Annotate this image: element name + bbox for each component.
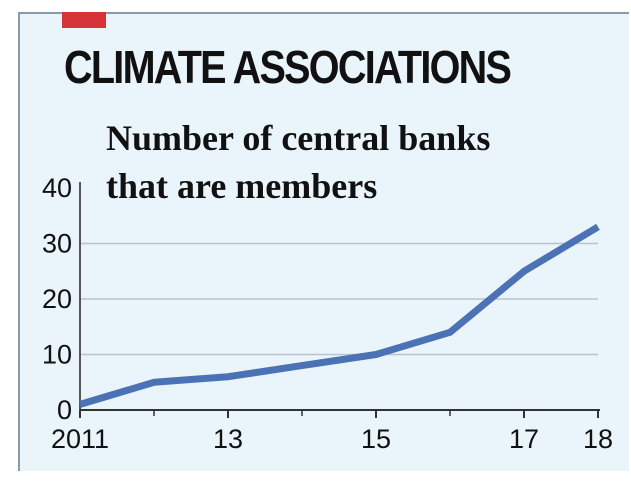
- subtitle-line-2: that are members: [106, 166, 378, 206]
- series-layer: [78, 223, 600, 408]
- x-tick-label-17: 17: [509, 424, 539, 454]
- y-tick-label-0: 0: [57, 395, 72, 425]
- x-tick-label-2011: 2011: [51, 424, 109, 454]
- y-tick-label-20: 20: [42, 284, 72, 314]
- y-tick-label-10: 10: [42, 340, 72, 370]
- x-tick-label-18: 18: [583, 424, 613, 454]
- subtitle-line-1: Number of central banks: [106, 118, 491, 158]
- accent-bar: [62, 12, 106, 28]
- y-tick-label-40: 40: [42, 173, 72, 203]
- x-tick-label-15: 15: [361, 424, 391, 454]
- series-line-0: [78, 223, 600, 408]
- gridlines: [80, 242, 598, 356]
- chart-subtitle: Number of central banks that are members: [106, 114, 490, 210]
- headline: CLIMATE ASSOCIATIONS: [64, 41, 512, 93]
- x-tick-label-13: 13: [213, 424, 243, 454]
- tick-labels: 0 10 20 30 40 2011 13 15 17 18: [42, 173, 613, 454]
- axes: [79, 182, 600, 418]
- y-tick-label-30: 30: [42, 229, 72, 259]
